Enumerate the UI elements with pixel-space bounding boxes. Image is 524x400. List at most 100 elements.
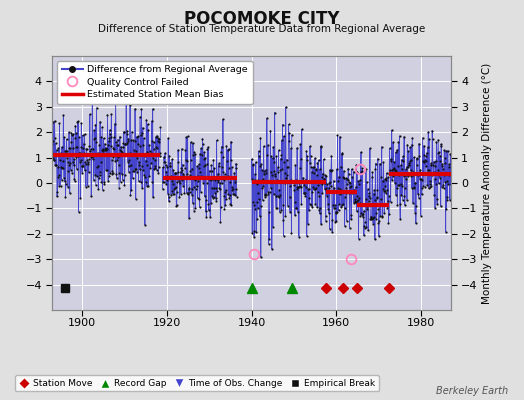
Point <box>297 156 305 162</box>
Point <box>91 122 100 128</box>
Point <box>409 168 418 175</box>
Point <box>200 149 209 155</box>
Point <box>197 172 205 179</box>
Point <box>168 178 177 184</box>
Point <box>154 170 162 176</box>
Point <box>143 149 151 156</box>
Point <box>198 174 206 180</box>
Point <box>353 198 362 204</box>
Point <box>417 176 425 182</box>
Point <box>332 218 340 224</box>
Point <box>352 199 360 206</box>
Point <box>266 128 275 134</box>
Point <box>185 189 194 196</box>
Point <box>348 190 356 196</box>
Point <box>438 184 446 190</box>
Point <box>155 164 163 170</box>
Point <box>368 169 377 175</box>
Point <box>358 165 367 172</box>
Point <box>110 144 118 151</box>
Point <box>412 156 421 162</box>
Point <box>97 134 105 141</box>
Point <box>66 160 74 166</box>
Point <box>268 246 276 252</box>
Point <box>302 232 311 239</box>
Point <box>159 178 168 185</box>
Point <box>131 138 139 144</box>
Point <box>192 186 200 192</box>
Point <box>181 147 190 154</box>
Point <box>81 167 89 174</box>
Point <box>198 136 206 142</box>
Point <box>391 180 399 186</box>
Point <box>335 201 343 208</box>
Point <box>285 138 293 144</box>
Point <box>113 157 122 163</box>
Point <box>416 167 424 173</box>
Point <box>282 175 291 182</box>
Point <box>361 219 369 225</box>
Point <box>152 132 161 139</box>
Point <box>439 166 447 172</box>
Point <box>334 185 342 191</box>
Point <box>54 145 62 152</box>
Point <box>385 210 394 217</box>
Point <box>347 212 356 218</box>
Point <box>253 198 261 205</box>
Point <box>85 111 94 118</box>
Point <box>61 194 70 200</box>
Point <box>99 186 107 193</box>
Point <box>118 151 126 157</box>
Point <box>159 179 168 185</box>
Point <box>163 163 172 170</box>
Point <box>394 182 402 189</box>
Point <box>212 185 220 192</box>
Point <box>426 181 434 187</box>
Point <box>357 210 366 216</box>
Point <box>281 104 290 110</box>
Point <box>73 119 82 125</box>
Point <box>54 172 63 178</box>
Point <box>227 164 236 170</box>
Point <box>380 188 388 194</box>
Point <box>142 179 150 185</box>
Point <box>322 173 330 179</box>
Point <box>441 178 449 185</box>
Point <box>338 202 346 209</box>
Point <box>162 181 170 187</box>
Point <box>148 106 157 112</box>
Point <box>140 153 149 160</box>
Point <box>114 154 123 160</box>
Point <box>421 184 429 190</box>
Point <box>154 134 162 141</box>
Point <box>278 137 286 144</box>
Point <box>421 170 429 176</box>
Point <box>128 128 136 135</box>
Point <box>91 135 99 141</box>
Point <box>227 138 235 145</box>
Point <box>107 157 116 164</box>
Point <box>173 169 182 175</box>
Point <box>260 168 268 175</box>
Point <box>165 194 173 200</box>
Point <box>105 173 113 179</box>
Point <box>329 188 337 194</box>
Point <box>135 166 144 172</box>
Point <box>410 154 418 160</box>
Point <box>431 163 440 169</box>
Point <box>376 213 385 220</box>
Point <box>100 178 108 185</box>
Point <box>403 142 411 148</box>
Point <box>324 184 333 191</box>
Point <box>80 131 89 137</box>
Point <box>389 139 397 145</box>
Point <box>369 191 378 197</box>
Point <box>196 168 204 175</box>
Point <box>260 191 269 198</box>
Point <box>296 141 304 147</box>
Point <box>395 172 403 179</box>
Point <box>86 146 95 153</box>
Point <box>331 219 340 226</box>
Point <box>222 142 231 149</box>
Point <box>380 188 389 194</box>
